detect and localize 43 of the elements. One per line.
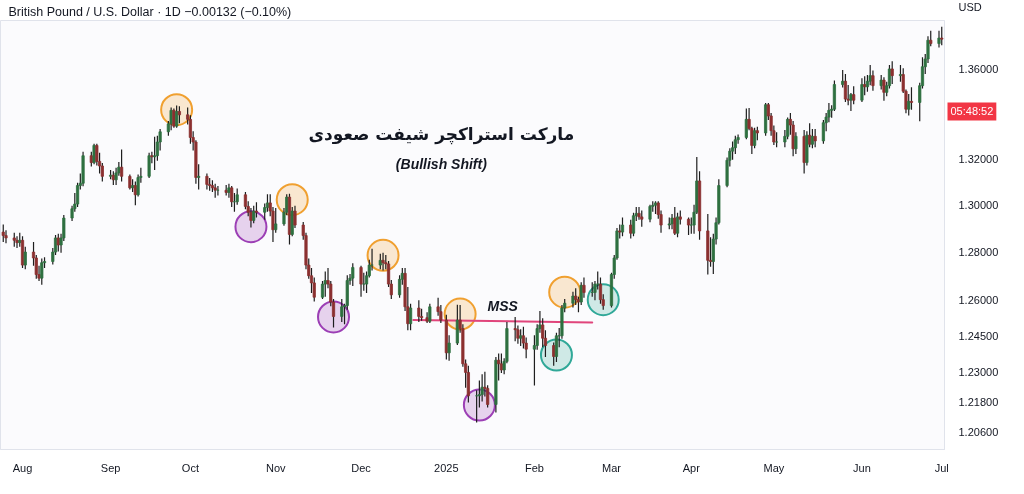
- x-tick-label: Sep: [100, 461, 121, 474]
- x-tick-label: Nov: [265, 461, 286, 474]
- candlestick: [937, 30, 941, 48]
- annotation: (Bullish Shift): [395, 156, 488, 173]
- x-tick-label: Jun: [853, 461, 871, 474]
- chart-title: British Pound / U.S. Dollar · 1D −0.00132 (−0.10%): [8, 4, 292, 19]
- y-tick-label: 1.36000: [958, 62, 999, 75]
- x-tick-label: Feb: [524, 461, 544, 474]
- candlestick: [351, 263, 355, 286]
- candlestick: [147, 152, 151, 179]
- annotation: مارکت استراکچر شیفت صعودی: [308, 124, 575, 146]
- candlestick: [340, 299, 344, 322]
- x-tick-label: Oct: [181, 461, 199, 474]
- candlestick: [172, 108, 176, 128]
- candlestick: [15, 236, 19, 248]
- y-tick-label: 1.20600: [958, 425, 999, 438]
- y-tick-label: 1.30000: [958, 199, 999, 212]
- y-tick-label: 1.26000: [958, 293, 999, 306]
- x-tick-label: Apr: [682, 461, 701, 474]
- x-tick-label: Jul: [934, 461, 949, 474]
- candlestick: [552, 342, 556, 366]
- x-tick-label: Dec: [351, 461, 372, 474]
- candlestick: [323, 271, 327, 297]
- y-tick-label: 1.32000: [958, 153, 999, 166]
- candlestick: [290, 206, 294, 237]
- candlestick: [513, 317, 517, 342]
- y-axis-title: USD: [958, 0, 982, 13]
- y-tick-label: 1.24500: [958, 329, 999, 342]
- y-tick-label: 1.28000: [958, 246, 999, 259]
- x-tick-label: 2025: [434, 461, 459, 474]
- x-tick-label: May: [763, 461, 785, 474]
- candlestick: [813, 128, 817, 148]
- x-tick-label: Aug: [12, 461, 33, 474]
- y-tick-label: 1.23000: [958, 366, 999, 379]
- candlestick: [843, 73, 847, 102]
- candlestick: [23, 246, 27, 270]
- x-tick-label: Mar: [602, 461, 622, 474]
- y-tick-label: 1.21800: [958, 396, 999, 409]
- candlestick: [409, 303, 413, 331]
- series-label: MSS: [487, 298, 519, 315]
- candlestick: [890, 61, 894, 85]
- text: 05:48:52: [950, 105, 994, 118]
- candlestick: [428, 303, 432, 324]
